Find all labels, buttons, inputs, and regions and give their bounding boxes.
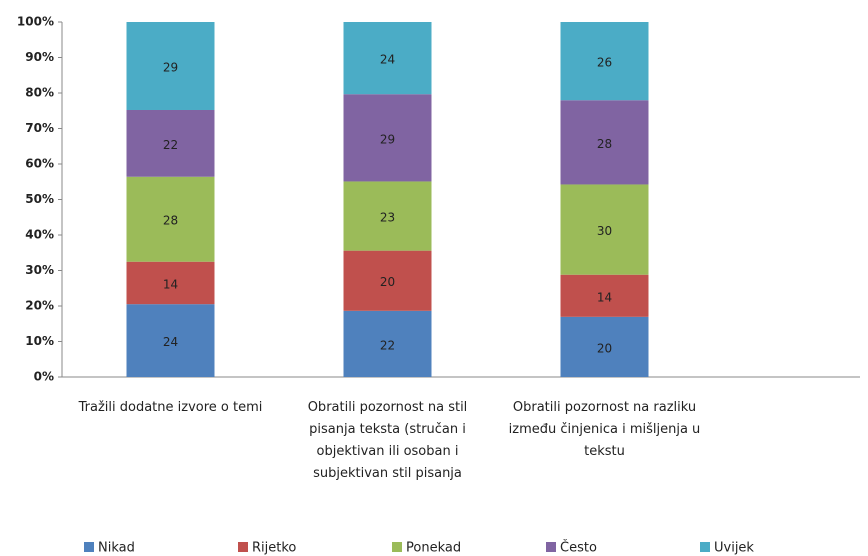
data-label: 26 [597,56,612,70]
data-label: 24 [380,53,395,67]
y-tick-label: 80% [25,86,54,100]
legend-swatch [700,542,710,552]
legend-swatch [546,542,556,552]
legend-label: Uvijek [714,541,754,556]
y-tick-label: 30% [25,263,54,277]
legend-swatch [238,542,248,552]
bar-segment [560,184,649,275]
bar-segment [343,181,432,251]
legend-swatch [392,542,402,552]
x-tick-label: Obratili pozornost na razliku između čin… [508,400,701,459]
x-tick-label: Tražili dodatne izvore o temi [78,400,263,415]
legend-label: Rijetko [252,541,296,556]
data-label: 23 [380,211,395,225]
bar-segment [126,304,215,377]
data-label: 24 [163,335,178,349]
bar-segment [126,22,215,110]
data-label: 22 [163,138,178,152]
y-tick-label: 0% [34,370,54,384]
data-label: 14 [597,290,612,304]
data-label: 22 [380,338,395,352]
y-tick-label: 60% [25,157,54,171]
bar-segment [560,274,649,317]
bar-segment [343,94,432,182]
data-label: 28 [597,137,612,151]
y-tick-label: 20% [25,299,54,313]
legend-label: Često [560,540,597,556]
legend-swatch [84,542,94,552]
data-label: 30 [597,224,612,238]
bar-segment [343,310,432,377]
data-label: 28 [163,214,178,228]
y-tick-label: 40% [25,228,54,242]
bar-segment [126,176,215,262]
y-tick-label: 100% [17,15,54,29]
legend-label: Nikad [98,541,135,556]
bar-segment [560,316,649,377]
bar-segment [343,22,432,95]
bar-segment [560,22,649,101]
bar-segment [126,109,215,177]
data-label: 29 [380,132,395,146]
bar-segment [343,250,432,311]
data-label: 20 [597,341,612,355]
y-tick-label: 50% [25,192,54,206]
bar-segment [560,100,649,185]
data-label: 14 [163,277,178,291]
data-label: 29 [163,60,178,74]
y-tick-label: 10% [25,334,54,348]
x-tick-label: Obratili pozornost na stil pisanja tekst… [307,400,468,481]
data-label: 20 [380,275,395,289]
bar-segment [126,261,215,305]
y-tick-label: 70% [25,121,54,135]
y-tick-label: 90% [25,50,54,64]
legend-label: Ponekad [406,541,461,556]
